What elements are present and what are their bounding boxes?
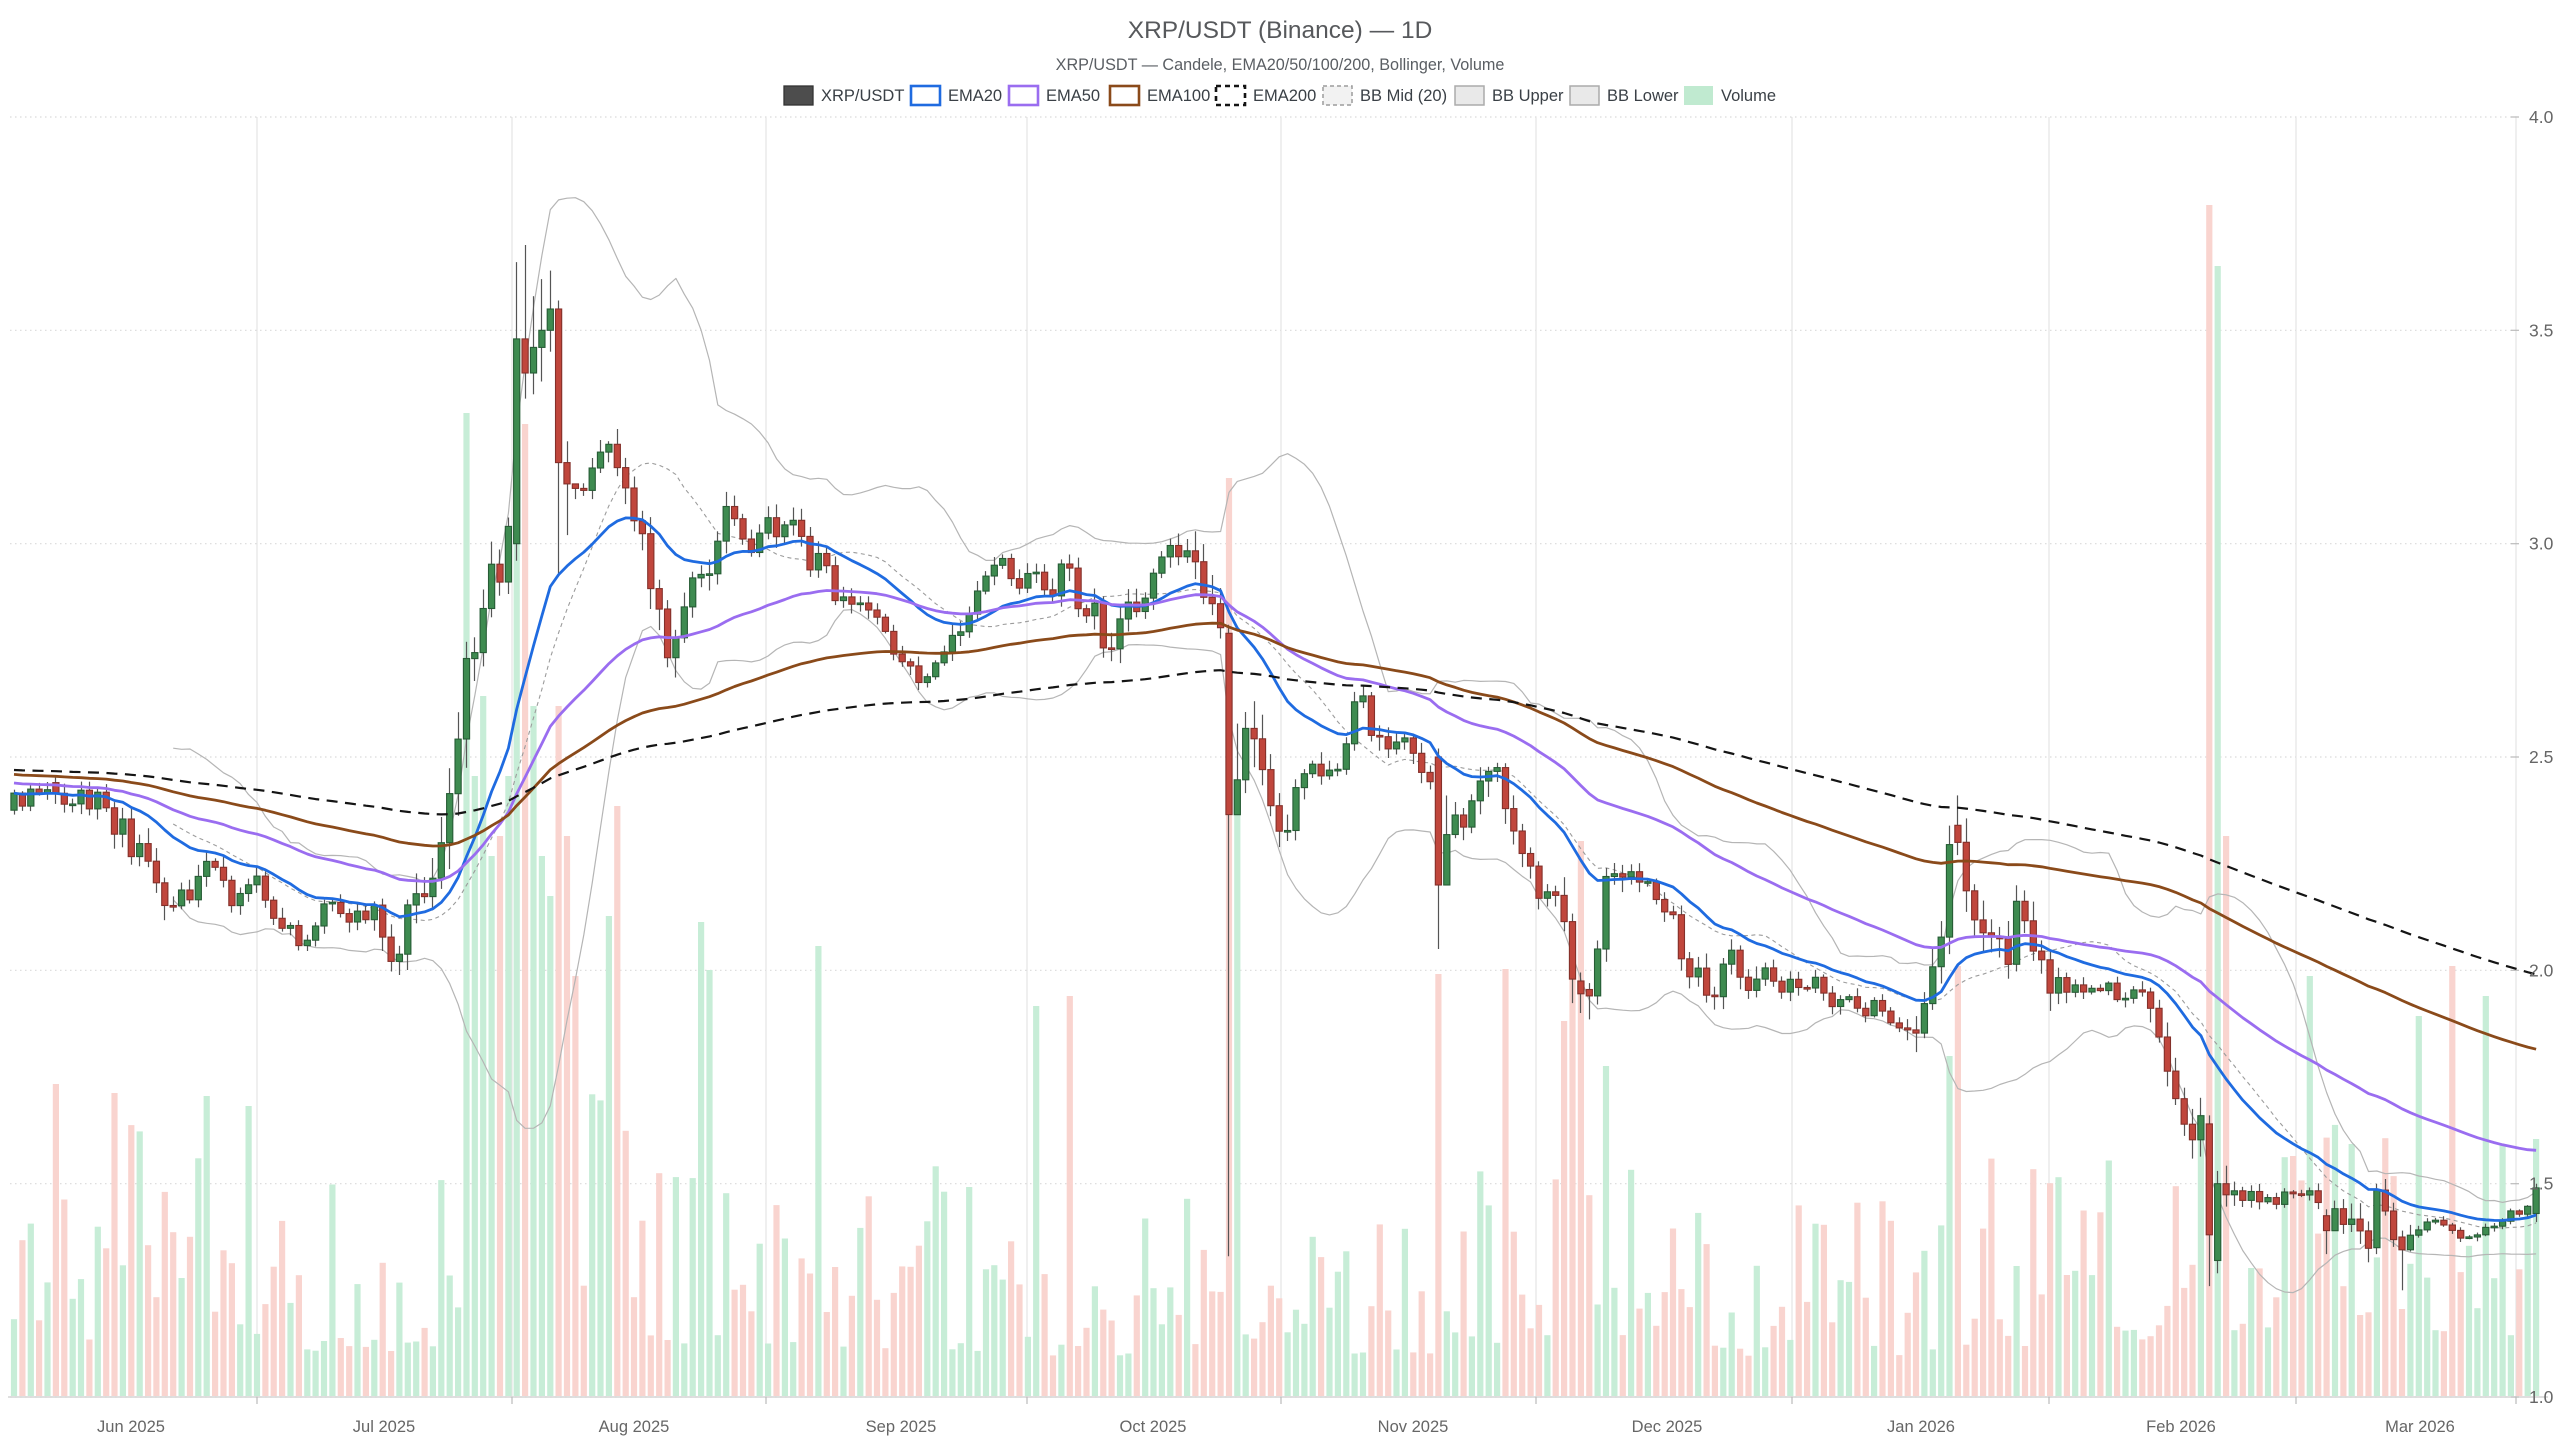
svg-text:Jun 2025: Jun 2025	[97, 1418, 165, 1436]
svg-text:Oct 2025: Oct 2025	[1120, 1418, 1187, 1436]
svg-text:BB Upper: BB Upper	[1492, 87, 1564, 105]
svg-text:BB Lower: BB Lower	[1607, 87, 1679, 105]
svg-text:3.0: 3.0	[2529, 534, 2554, 554]
svg-text:EMA200: EMA200	[1253, 87, 1316, 105]
svg-text:1.5: 1.5	[2529, 1174, 2553, 1194]
svg-text:Sep 2025: Sep 2025	[866, 1418, 937, 1436]
svg-text:Dec 2025: Dec 2025	[1632, 1418, 1703, 1436]
svg-text:XRP/USDT (Binance) — 1D: XRP/USDT (Binance) — 1D	[1128, 17, 1433, 44]
svg-text:Volume: Volume	[1721, 87, 1776, 105]
svg-text:Jan 2026: Jan 2026	[1887, 1418, 1955, 1436]
svg-text:Mar 2026: Mar 2026	[2385, 1418, 2455, 1436]
svg-text:3.5: 3.5	[2529, 320, 2553, 340]
svg-text:EMA100: EMA100	[1147, 87, 1210, 105]
svg-text:Nov 2025: Nov 2025	[1378, 1418, 1449, 1436]
svg-text:Jul 2025: Jul 2025	[353, 1418, 415, 1436]
svg-text:XRP/USDT: XRP/USDT	[821, 87, 904, 105]
svg-text:EMA20: EMA20	[948, 87, 1002, 105]
svg-text:BB Mid (20): BB Mid (20)	[1360, 87, 1447, 105]
svg-text:4.0: 4.0	[2529, 107, 2554, 127]
svg-text:Feb 2026: Feb 2026	[2146, 1418, 2216, 1436]
svg-text:EMA50: EMA50	[1046, 87, 1100, 105]
svg-text:2.5: 2.5	[2529, 747, 2553, 767]
svg-text:1.0: 1.0	[2529, 1387, 2554, 1407]
svg-text:Aug 2025: Aug 2025	[599, 1418, 670, 1436]
svg-text:XRP/USDT — Candele, EMA20/50/1: XRP/USDT — Candele, EMA20/50/100/200, Bo…	[1056, 56, 1505, 74]
svg-text:2.0: 2.0	[2529, 960, 2554, 980]
